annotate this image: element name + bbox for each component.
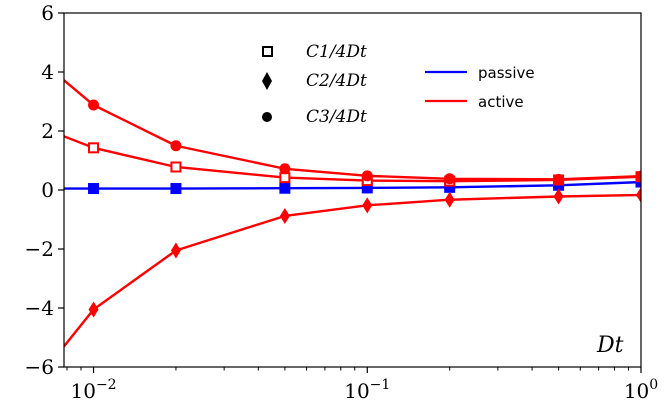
data-point-active-3-1 — [88, 301, 99, 318]
data-point-passive-1-5 — [444, 181, 456, 193]
x-tick-label-2: 10−1 — [344, 377, 390, 403]
y-tick-label-1: −6 — [25, 355, 54, 379]
data-point-active-3-7 — [636, 187, 641, 204]
data-point-active-2-3 — [279, 172, 291, 184]
data-point-active-3-2 — [170, 242, 181, 259]
legend-circle-icon — [262, 112, 272, 122]
series-line-active-4 — [64, 79, 641, 181]
x-axis-label: Dt — [596, 333, 624, 358]
x-tick-label-1: 10−2 — [70, 377, 116, 403]
data-point-passive-1-3 — [279, 182, 291, 194]
data-point-active-3-5 — [444, 191, 455, 208]
data-point-active-4-4 — [361, 170, 373, 182]
legend-active-label: active — [478, 93, 524, 111]
data-point-active-2-2 — [170, 161, 182, 173]
legend-diamond-icon — [262, 72, 272, 90]
data-point-passive-1-4 — [361, 182, 373, 194]
y-tick-label-4: 0 — [41, 178, 54, 202]
data-point-passive-1-1 — [88, 183, 100, 195]
data-point-active-3-6 — [553, 188, 564, 205]
series-line-active-3 — [64, 193, 641, 348]
y-tick-label-2: −4 — [25, 296, 54, 320]
marker-legend: C1/4Dt C2/4Dt C3/4Dt — [262, 42, 367, 127]
data-point-active-3-3 — [279, 207, 290, 224]
data-point-active-3-4 — [362, 197, 373, 214]
line-legend: passive active — [425, 64, 535, 111]
data-point-active-4-6 — [553, 173, 565, 185]
legend-c2-label: C2/4Dt — [306, 71, 367, 91]
y-tick-label-5: 2 — [41, 119, 54, 143]
legend-c1-label: C1/4Dt — [306, 42, 367, 62]
data-point-passive-1-2 — [170, 183, 182, 195]
data-point-active-2-1 — [88, 142, 100, 154]
x-tick-label-3: 100 — [624, 377, 658, 403]
y-tick-label-7: 6 — [41, 1, 54, 25]
legend-square-open-icon — [262, 46, 273, 57]
data-point-active-4-7 — [635, 170, 641, 182]
series-layer — [64, 79, 641, 348]
data-point-active-4-3 — [279, 163, 291, 175]
data-point-active-4-1 — [88, 99, 100, 111]
series-line-passive-1 — [64, 180, 641, 190]
y-tick-label-3: −2 — [25, 237, 54, 261]
legend-passive-label: passive — [478, 64, 535, 82]
data-point-active-4-5 — [444, 173, 456, 185]
y-tick-label-6: 4 — [41, 60, 54, 84]
data-point-active-4-2 — [170, 140, 182, 152]
legend-c3-label: C3/4Dt — [306, 107, 367, 127]
axes-layer: −6 −4 −2 0 2 4 6 10−2 10−1 100 — [25, 1, 659, 403]
